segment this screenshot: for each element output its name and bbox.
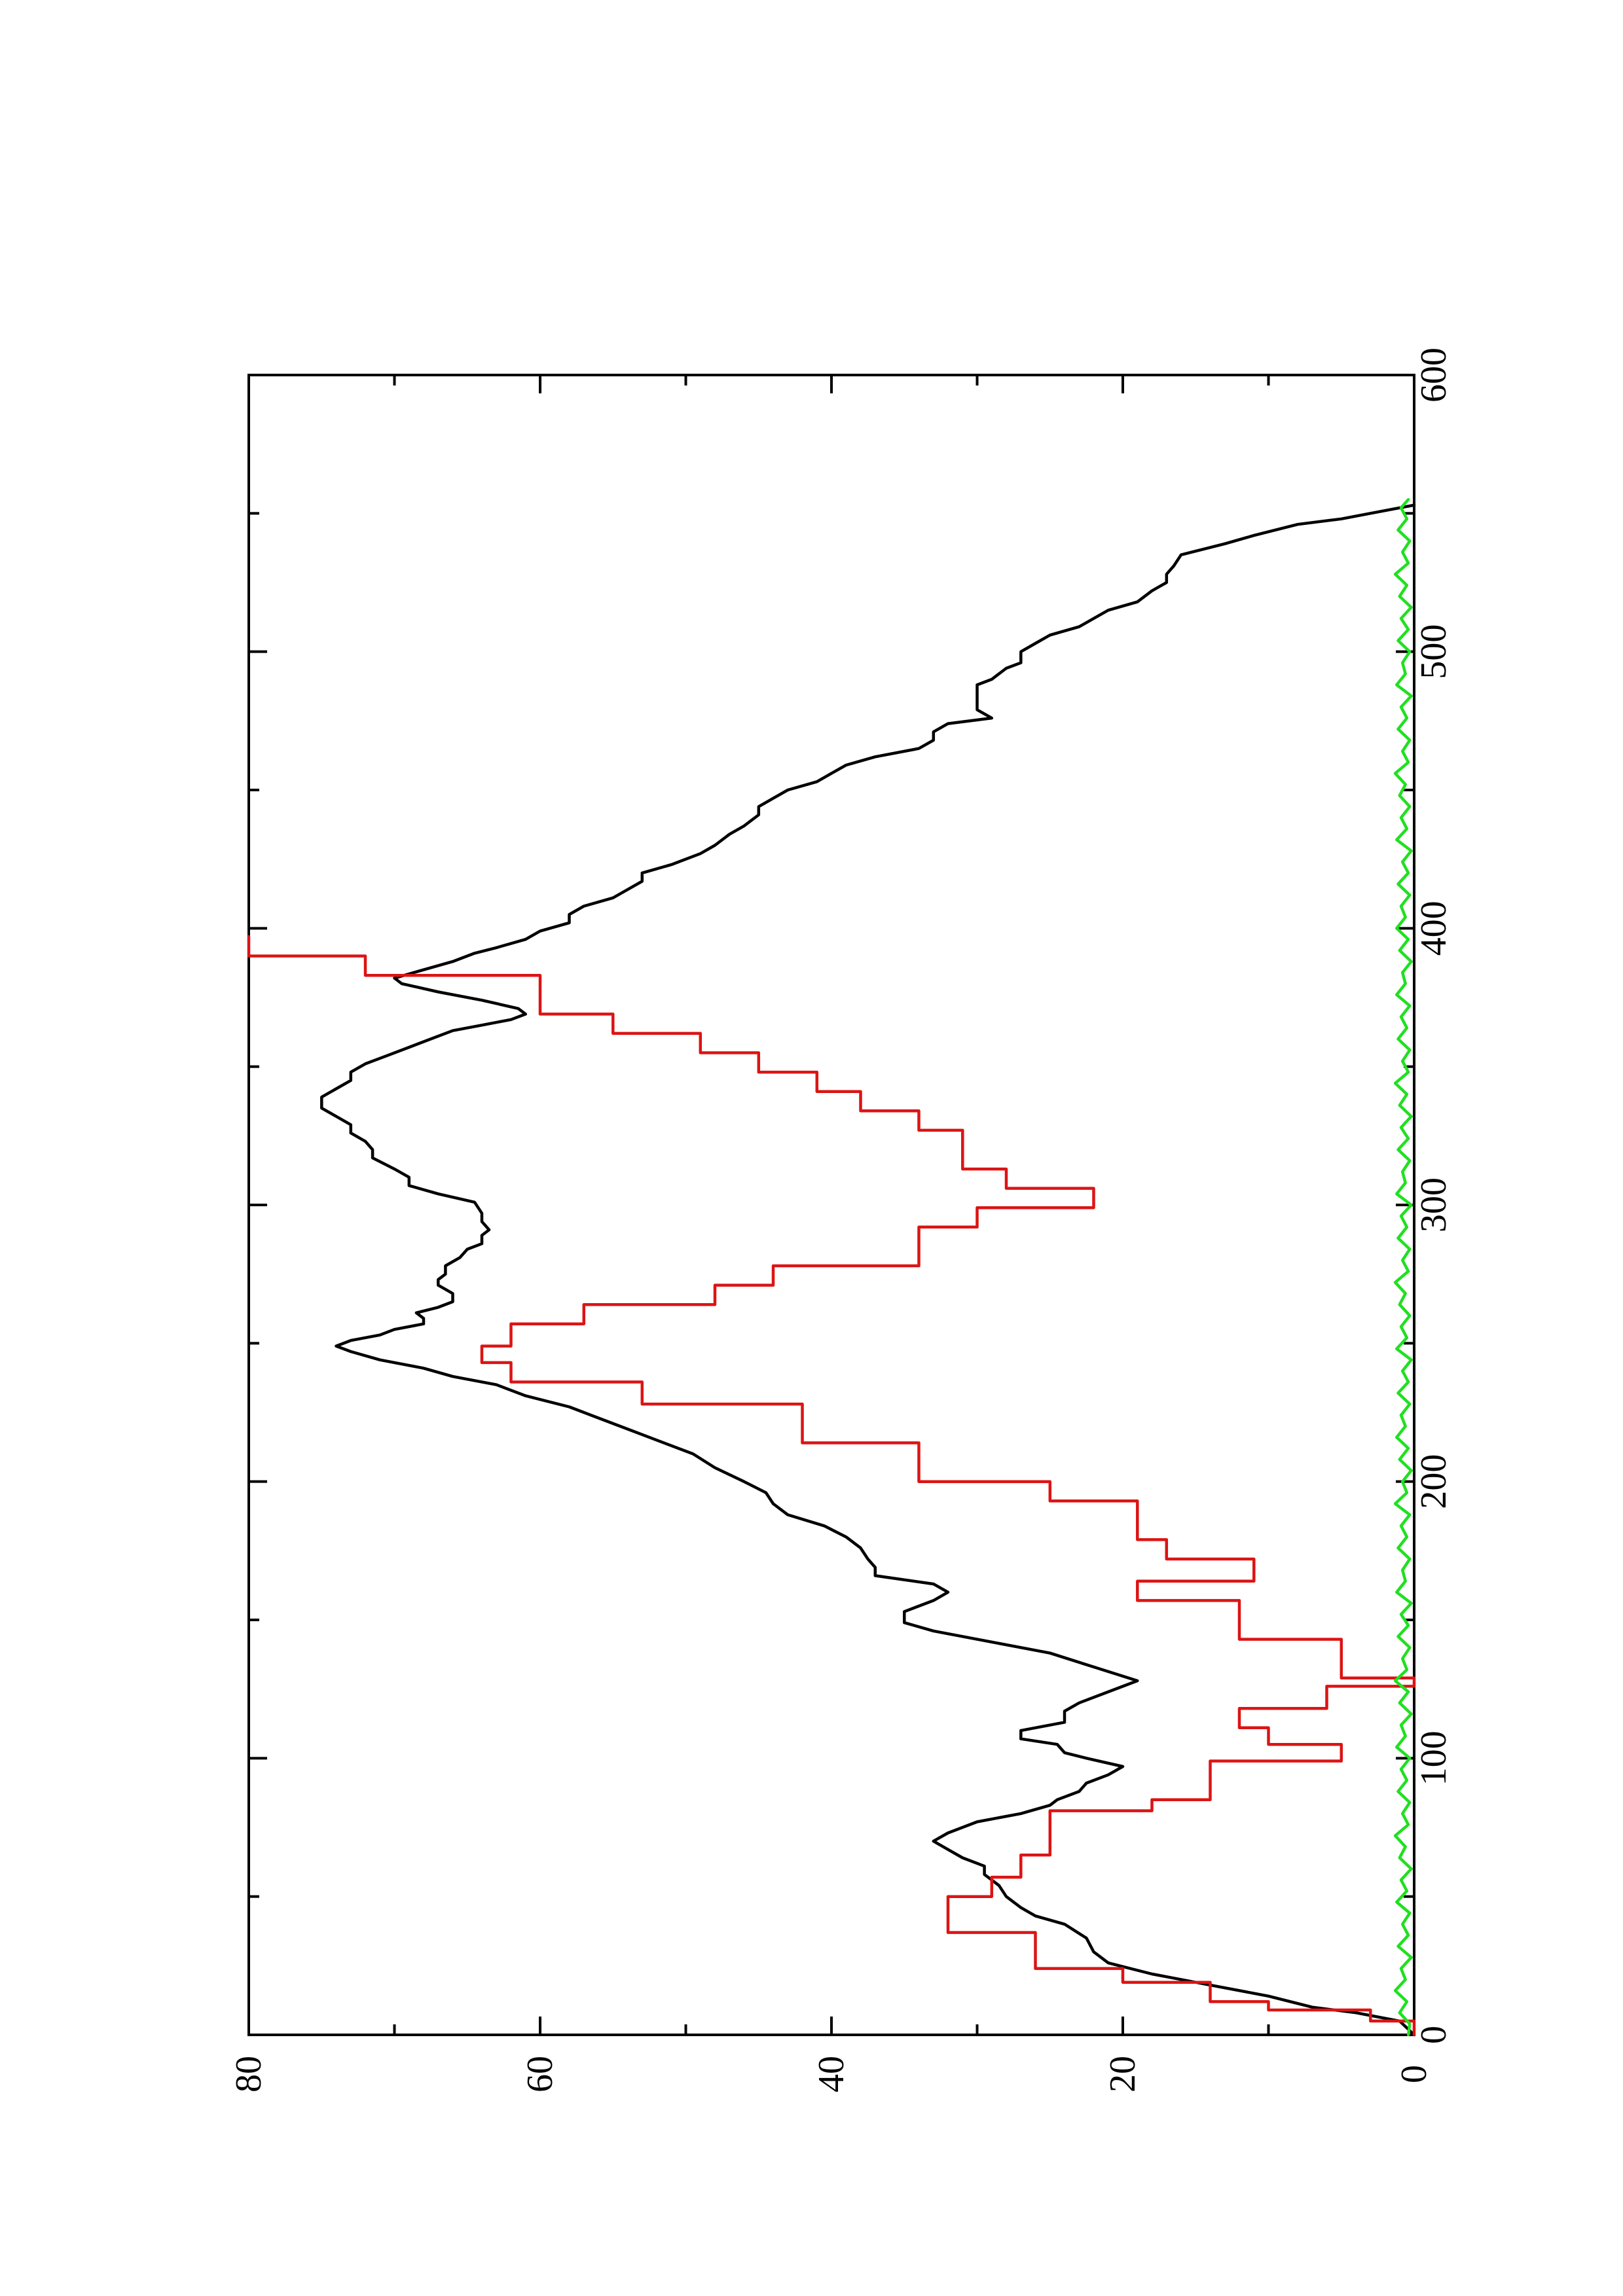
x-tick-label: 100 bbox=[1413, 1731, 1454, 1785]
tick-marks bbox=[247, 374, 1415, 2036]
series-group bbox=[247, 497, 1416, 2037]
x-tick-label: 500 bbox=[1413, 624, 1454, 679]
x-tick-label: 0 bbox=[1413, 2026, 1454, 2044]
y-tick-label: 60 bbox=[520, 2056, 560, 2092]
y-tick-label: 40 bbox=[811, 2056, 852, 2092]
plot-frame bbox=[247, 374, 1415, 2036]
y-tick-label: 20 bbox=[1103, 2056, 1143, 2092]
x-tick-label: 200 bbox=[1413, 1454, 1454, 1509]
series-line-3 bbox=[1393, 497, 1413, 2037]
x-tick-label: 600 bbox=[1413, 348, 1454, 403]
x-tick-label: 400 bbox=[1413, 901, 1454, 956]
y-tick-label: 0 bbox=[1394, 2065, 1434, 2083]
x-tick-label: 300 bbox=[1413, 1177, 1454, 1232]
series-line-1 bbox=[320, 503, 1416, 2037]
series-line-2 bbox=[247, 935, 1416, 2037]
tick-labels: 0 100 200 300 400 500 600 0 20 40 60 80 bbox=[228, 348, 1454, 2092]
y-tick-label: 80 bbox=[228, 2056, 269, 2092]
